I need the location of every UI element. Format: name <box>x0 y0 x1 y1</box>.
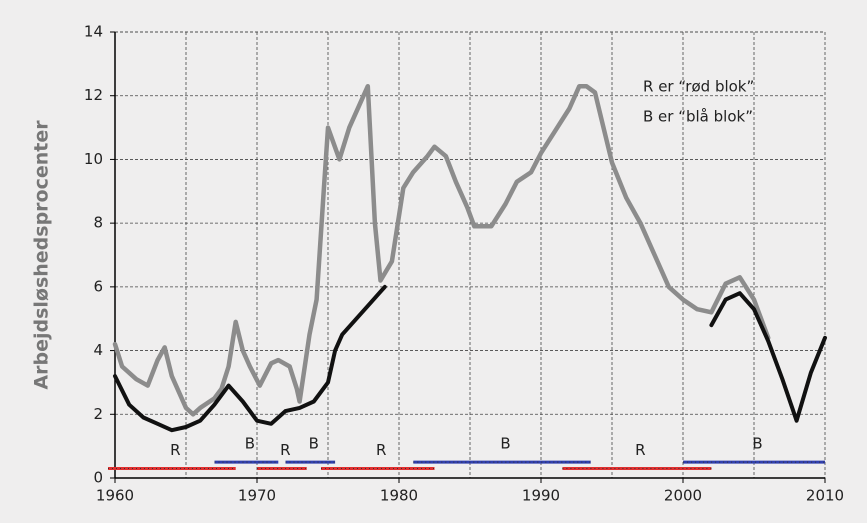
y-tick-label: 14 <box>84 23 103 41</box>
period-label: R <box>635 441 645 459</box>
y-tick-label: 0 <box>93 469 103 487</box>
y-axis-label: Arbejdsløshedsprocenter <box>31 120 53 390</box>
annotation: B er “blå blok” <box>643 108 753 126</box>
x-tick-label: 1980 <box>380 487 418 505</box>
series-line <box>112 83 771 417</box>
period-label: B <box>309 435 319 453</box>
y-tick-label: 12 <box>84 86 103 104</box>
y-tick-label: 10 <box>84 150 103 168</box>
period-label: R <box>280 441 290 459</box>
annotation: R er “rød blok” <box>643 78 754 96</box>
x-tick-label: 1960 <box>96 487 134 505</box>
period-label: B <box>245 435 255 453</box>
x-tick-label: 2010 <box>806 487 844 505</box>
x-tick-label: 1970 <box>238 487 276 505</box>
x-tick-label: 2000 <box>664 487 702 505</box>
period-label: B <box>752 435 762 453</box>
period-label: R <box>376 441 386 459</box>
y-tick-label: 6 <box>93 277 103 295</box>
x-tick-label: 1990 <box>522 487 560 505</box>
y-tick-label: 2 <box>93 405 103 423</box>
y-tick-label: 8 <box>93 214 103 232</box>
period-label: B <box>500 435 510 453</box>
series-line <box>113 284 827 433</box>
y-tick-label: 4 <box>93 341 103 359</box>
period-label: R <box>170 441 180 459</box>
